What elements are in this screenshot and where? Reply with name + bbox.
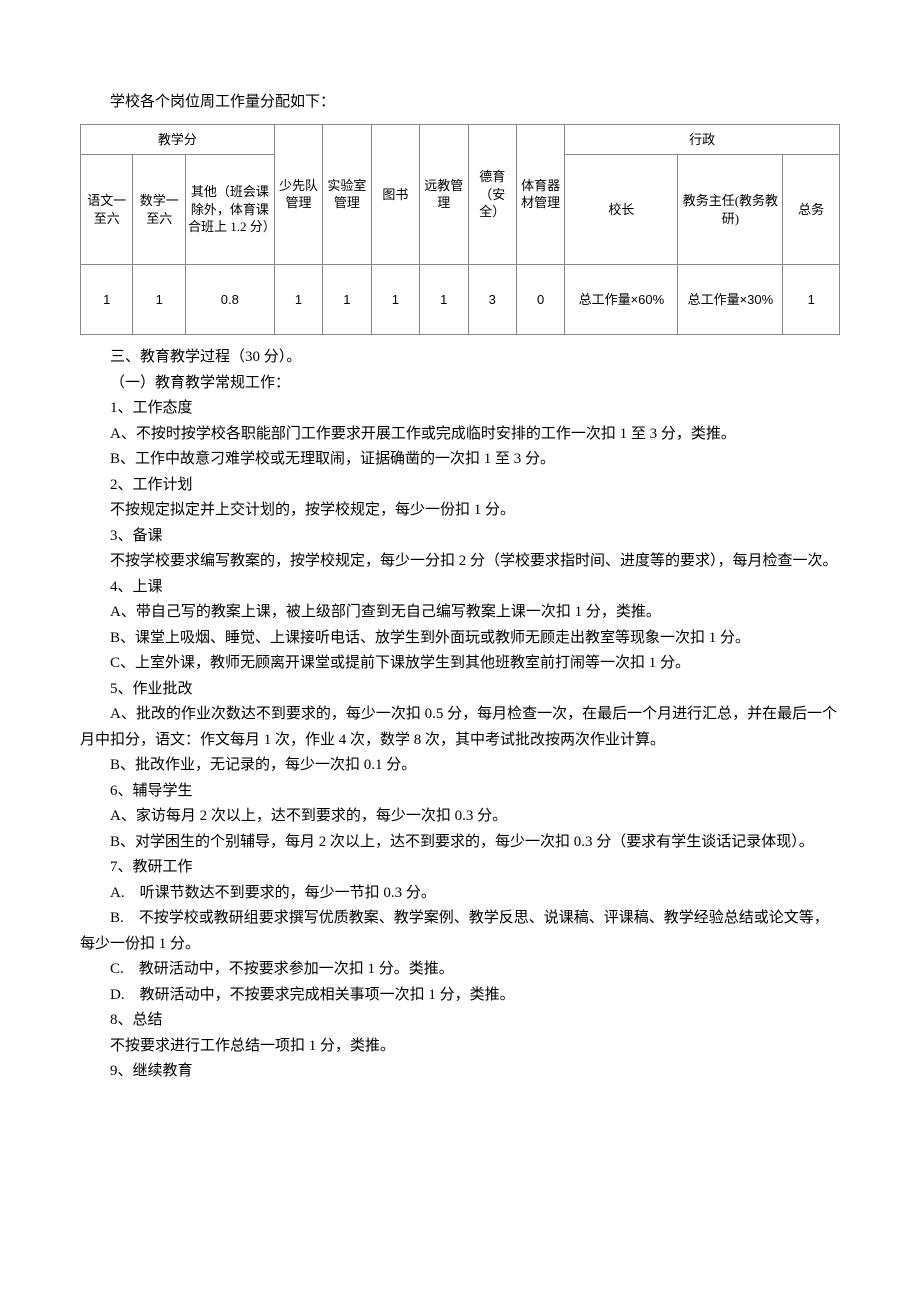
hdr-5: 图书: [371, 124, 419, 265]
workload-table: 教学分 少先队管理 实验室管理 图书 远教管理 德育（安全） 体育器材管理 行政…: [80, 124, 840, 336]
line-10: A、带自己写的教案上课，被上级部门查到无自己编写教案上课一次扣 1 分，类推。: [80, 600, 840, 626]
line-14: A、批改的作业次数达不到要求的，每少一次扣 0.5 分，每月检查一次，在最后一个…: [80, 702, 840, 753]
line-15: B、批改作业，无记录的，每少一次扣 0.1 分。: [80, 753, 840, 779]
hdr-11: 总务: [783, 155, 840, 265]
hdr-6: 远教管理: [420, 124, 468, 265]
hdr-4: 实验室管理: [323, 124, 371, 265]
line-1: （一）教育教学常规工作：: [80, 371, 840, 397]
line-6: 不按规定拟定并上交计划的，按学校规定，每少一份扣 1 分。: [80, 498, 840, 524]
val-5: 1: [371, 265, 419, 335]
line-25: 不按要求进行工作总结一项扣 1 分，类推。: [80, 1034, 840, 1060]
val-7: 3: [468, 265, 516, 335]
line-23: D. 教研活动中，不按要求完成相关事项一次扣 1 分，类推。: [80, 983, 840, 1009]
line-2: 1、工作态度: [80, 396, 840, 422]
line-9: 4、上课: [80, 575, 840, 601]
line-20: A. 听课节数达不到要求的，每少一节扣 0.3 分。: [80, 881, 840, 907]
val-8: 0: [516, 265, 564, 335]
val-10: 总工作量×30%: [678, 265, 783, 335]
line-3: A、不按时按学校各职能部门工作要求开展工作或完成临时安排的工作一次扣 1 至 3…: [80, 422, 840, 448]
hdr-3: 少先队管理: [274, 124, 322, 265]
val-0: 1: [81, 265, 133, 335]
line-0: 三、教育教学过程（30 分）。: [80, 345, 840, 371]
val-1: 1: [133, 265, 185, 335]
body-content: 三、教育教学过程（30 分）。（一）教育教学常规工作：1、工作态度A、不按时按学…: [80, 345, 840, 1085]
hdr-0: 语文一至六: [81, 155, 133, 265]
line-26: 9、继续教育: [80, 1059, 840, 1085]
hdr-2: 其他（班会课除外，体育课合班上 1.2 分）: [185, 155, 274, 265]
line-11: B、课堂上吸烟、睡觉、上课接听电话、放学生到外面玩或教师无顾走出教室等现象一次扣…: [80, 626, 840, 652]
val-4: 1: [323, 265, 371, 335]
val-9: 总工作量×60%: [565, 265, 678, 335]
val-11: 1: [783, 265, 840, 335]
line-13: 5、作业批改: [80, 677, 840, 703]
line-5: 2、工作计划: [80, 473, 840, 499]
hdr-9: 校长: [565, 155, 678, 265]
val-3: 1: [274, 265, 322, 335]
line-18: B、对学困生的个别辅导，每月 2 次以上，达不到要求的，每少一次扣 0.3 分（…: [80, 830, 840, 856]
val-2: 0.8: [185, 265, 274, 335]
line-12: C、上室外课，教师无顾离开课堂或提前下课放学生到其他班教室前打闹等一次扣 1 分…: [80, 651, 840, 677]
line-4: B、工作中故意刁难学校或无理取闹，证据确凿的一次扣 1 至 3 分。: [80, 447, 840, 473]
line-7: 3、备课: [80, 524, 840, 550]
line-17: A、家访每月 2 次以上，达不到要求的，每少一次扣 0.3 分。: [80, 804, 840, 830]
header-group-row: 教学分 少先队管理 实验室管理 图书 远教管理 德育（安全） 体育器材管理 行政: [81, 124, 840, 155]
line-21: B. 不按学校或教研组要求撰写优质教案、教学案例、教学反思、说课稿、评课稿、教学…: [80, 906, 840, 957]
group-teaching: 教学分: [81, 124, 275, 155]
val-6: 1: [420, 265, 468, 335]
group-admin: 行政: [565, 124, 840, 155]
line-19: 7、教研工作: [80, 855, 840, 881]
hdr-7: 德育（安全）: [468, 124, 516, 265]
line-22: C. 教研活动中，不按要求参加一次扣 1 分。类推。: [80, 957, 840, 983]
value-row: 110.8111130总工作量×60%总工作量×30%1: [81, 265, 840, 335]
hdr-1: 数学一至六: [133, 155, 185, 265]
line-8: 不按学校要求编写教案的，按学校规定，每少一分扣 2 分（学校要求指时间、进度等的…: [80, 549, 840, 575]
line-24: 8、总结: [80, 1008, 840, 1034]
hdr-8: 体育器材管理: [516, 124, 564, 265]
hdr-10: 教务主任(教务教研): [678, 155, 783, 265]
line-16: 6、辅导学生: [80, 779, 840, 805]
intro-text: 学校各个岗位周工作量分配如下：: [80, 90, 840, 116]
